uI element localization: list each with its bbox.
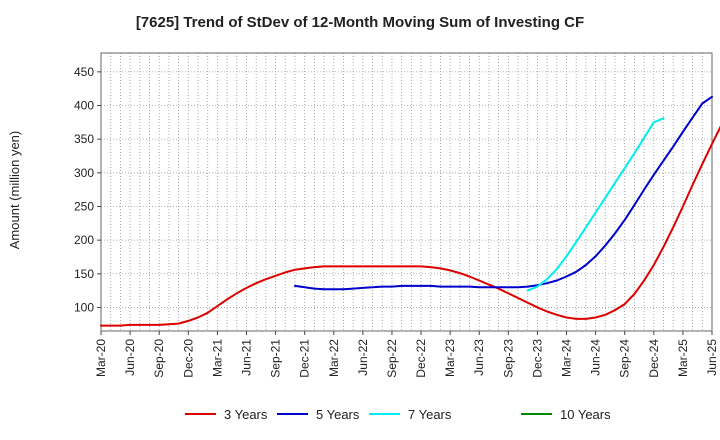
- legend-label: 10 Years: [560, 407, 611, 422]
- y-tick-label: 150: [74, 267, 94, 281]
- legend-label: 3 Years: [224, 407, 268, 422]
- y-tick-label: 400: [74, 99, 94, 113]
- legend-item-7-years: 7 Years: [369, 407, 452, 422]
- x-tick-label: Dec-21: [298, 339, 312, 378]
- y-tick-label: 100: [74, 300, 94, 314]
- grid: [100, 53, 713, 331]
- x-tick-label: Jun-25: [705, 339, 719, 376]
- x-tick-label: Dec-24: [647, 339, 661, 378]
- y-tick-label: 250: [74, 199, 94, 213]
- x-tick-label: Sep-20: [152, 339, 166, 378]
- y-tick-label: 300: [74, 166, 94, 180]
- legend: 3 Years 5 Years 7 Years 10 Years: [185, 407, 611, 422]
- legend-item-3-years: 3 Years: [185, 407, 268, 422]
- x-tick-label: Jun-24: [589, 339, 603, 376]
- y-tick-label: 350: [74, 132, 94, 146]
- series-line-7-years: [526, 117, 665, 292]
- x-tick-label: Mar-25: [676, 339, 690, 377]
- legend-item-5-years: 5 Years: [277, 407, 360, 422]
- x-axis: Mar-20 Jun-20 Sep-20 Dec-20 Mar-21 Jun-21 Sep-…: [94, 331, 719, 378]
- x-tick-label: Sep-22: [385, 339, 399, 378]
- x-tick-label: Mar-24: [560, 339, 574, 377]
- legend-label: 7 Years: [408, 407, 452, 422]
- x-tick-label: Mar-20: [94, 339, 108, 377]
- x-tick-label: Mar-21: [210, 339, 224, 377]
- series-line-5-years: [294, 95, 713, 291]
- plot-frame: [100, 52, 713, 332]
- y-tick-label: 200: [74, 233, 94, 247]
- x-tick-label: Sep-24: [618, 339, 632, 378]
- legend-item-10-years: 10 Years: [521, 407, 611, 422]
- y-tick-label: 450: [74, 65, 94, 79]
- series-line-3-years: [100, 125, 720, 327]
- x-tick-label: Sep-21: [269, 339, 283, 378]
- x-tick-label: Jun-20: [123, 339, 137, 376]
- x-tick-label: Dec-20: [181, 339, 195, 378]
- x-tick-label: Jun-21: [239, 339, 253, 376]
- legend-label: 5 Years: [316, 407, 360, 422]
- series-layer: [100, 95, 720, 327]
- y-axis-label: Amount (million yen): [7, 131, 22, 250]
- chart-title: [7625] Trend of StDev of 12-Month Moving…: [135, 14, 585, 31]
- x-tick-label: Jun-22: [356, 339, 370, 376]
- y-axis: 100 150 200 250 300 350 400 450: [74, 65, 101, 314]
- x-tick-label: Dec-23: [530, 339, 544, 378]
- x-tick-label: Sep-23: [501, 339, 515, 378]
- x-tick-label: Dec-22: [414, 339, 428, 378]
- x-tick-label: Jun-23: [472, 339, 486, 376]
- x-tick-label: Mar-23: [443, 339, 457, 377]
- x-tick-label: Mar-22: [327, 339, 341, 377]
